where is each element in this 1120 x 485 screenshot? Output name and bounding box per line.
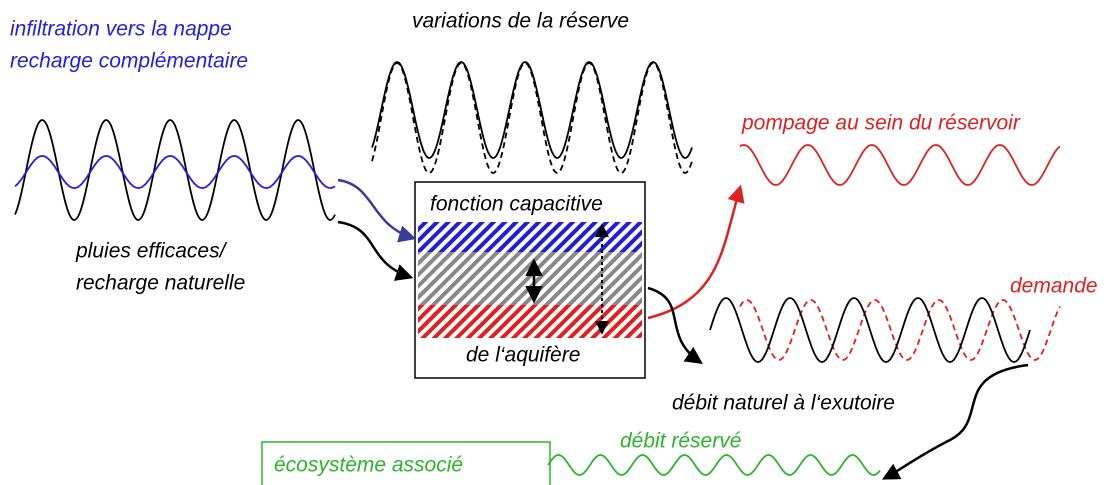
wave	[709, 297, 1031, 363]
wave	[739, 299, 1061, 361]
gray-layer	[418, 252, 642, 305]
label: recharge naturelle	[76, 272, 245, 295]
arrow	[881, 363, 1029, 480]
label: infiltration vers la nappe	[10, 18, 232, 41]
wave	[739, 144, 1061, 186]
label: pluies efficaces/	[75, 240, 228, 263]
label: fonction capacitive	[430, 193, 603, 216]
label: demande	[1010, 275, 1098, 298]
label: pompage au sein du réservoir	[741, 112, 1021, 135]
waves	[14, 61, 1061, 476]
wave	[547, 454, 881, 476]
label: écosystème associé	[274, 454, 463, 477]
arrow	[647, 184, 745, 320]
label: variations de la réserve	[412, 10, 629, 33]
blue-layer	[418, 222, 642, 252]
label: débit réservé	[620, 430, 741, 453]
ecosystem-box	[261, 441, 551, 485]
wave	[14, 155, 336, 189]
arrow	[337, 178, 417, 243]
label: débit naturel à l‘exutoire	[672, 392, 895, 415]
wave	[14, 119, 336, 221]
arrow	[647, 286, 703, 364]
wave	[371, 62, 693, 174]
red-layer	[418, 305, 642, 338]
arrow	[337, 220, 414, 281]
label: de l‘aquifère	[466, 344, 580, 367]
label: recharge complémentaire	[10, 50, 248, 73]
